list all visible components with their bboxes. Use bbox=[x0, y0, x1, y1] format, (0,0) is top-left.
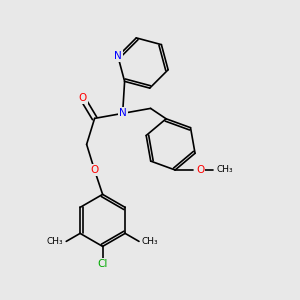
Text: N: N bbox=[114, 51, 122, 61]
Text: O: O bbox=[79, 93, 87, 103]
Text: CH₃: CH₃ bbox=[216, 166, 233, 175]
Text: O: O bbox=[196, 165, 204, 175]
Text: CH₃: CH₃ bbox=[142, 237, 159, 246]
Text: O: O bbox=[91, 165, 99, 176]
Text: CH₃: CH₃ bbox=[46, 237, 63, 246]
Text: Cl: Cl bbox=[98, 260, 108, 269]
Text: N: N bbox=[119, 108, 127, 118]
